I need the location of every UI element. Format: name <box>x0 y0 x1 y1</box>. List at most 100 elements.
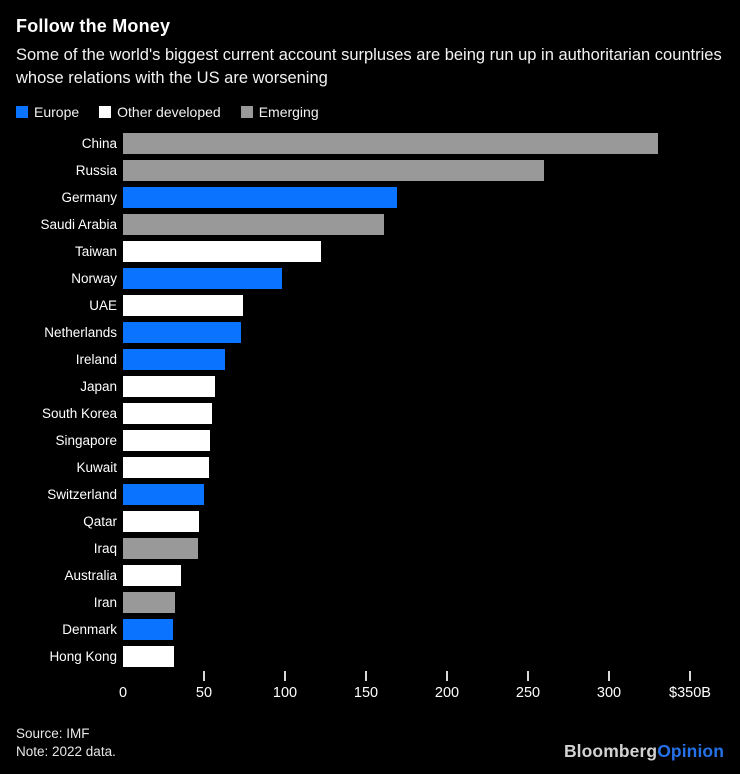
axis-tick-label: 250 <box>515 684 541 701</box>
bar-track <box>123 618 690 640</box>
country-label: Iran <box>93 594 117 610</box>
bar-chart: China Russia Germany Saudi Arabia Taiwan Norw… <box>16 132 740 705</box>
bar-track <box>123 186 690 208</box>
axis-tick <box>446 670 448 681</box>
bar-row-south-korea: South Korea <box>16 402 690 424</box>
bar-row-netherlands: Netherlands <box>16 321 690 343</box>
bar-netherlands <box>123 321 242 343</box>
bar-saudi-arabia <box>123 213 384 235</box>
footer: Source: IMF Note: 2022 data. BloombergOp… <box>16 725 724 762</box>
bar-china <box>123 132 658 154</box>
bar-track <box>123 321 690 343</box>
bar-row-china: China <box>16 132 690 154</box>
country-label: Singapore <box>55 432 117 448</box>
bar-track <box>123 537 690 559</box>
bar-row-russia: Russia <box>16 159 690 181</box>
axis-tick-label: 50 <box>195 684 213 701</box>
bar-row-kuwait: Kuwait <box>16 456 690 478</box>
bar-row-hong-kong: Hong Kong <box>16 645 690 667</box>
axis-tick <box>527 670 529 681</box>
legend-label: Emerging <box>258 103 319 120</box>
country-label: Kuwait <box>76 459 117 475</box>
bar-hong-kong <box>123 645 175 667</box>
bar-track <box>123 375 690 397</box>
bar-switzerland <box>123 483 204 505</box>
axis-tick-label: 200 <box>434 684 460 701</box>
legend: Europe Other developed Emerging <box>16 104 740 120</box>
bar-germany <box>123 186 397 208</box>
legend-label: Other developed <box>117 103 221 120</box>
bar-kuwait <box>123 456 209 478</box>
bar-row-qatar: Qatar <box>16 510 690 532</box>
bar-track <box>123 402 690 424</box>
bar-row-australia: Australia <box>16 564 690 586</box>
country-label: Iraq <box>93 540 117 556</box>
bar-track <box>123 591 690 613</box>
country-label: Netherlands <box>44 324 117 340</box>
bar-qatar <box>123 510 200 532</box>
country-label: Norway <box>71 270 117 286</box>
country-label: Qatar <box>83 513 117 529</box>
country-label: Denmark <box>62 621 117 637</box>
bar-denmark <box>123 618 174 640</box>
country-label: Australia <box>64 567 117 583</box>
bar-row-singapore: Singapore <box>16 429 690 451</box>
legend-item-europe: Europe <box>16 104 79 120</box>
country-label: Germany <box>61 189 117 205</box>
bar-norway <box>123 267 282 289</box>
bar-south-korea <box>123 402 213 424</box>
country-label: China <box>81 135 117 151</box>
axis-tick-label: 0 <box>118 684 128 701</box>
country-label: UAE <box>89 297 117 313</box>
axis-tick <box>608 670 610 681</box>
bar-iraq <box>123 537 198 559</box>
bar-row-norway: Norway <box>16 267 690 289</box>
country-label: South Korea <box>41 405 117 421</box>
axis-tick-label: $350B <box>669 684 711 701</box>
bar-row-japan: Japan <box>16 375 690 397</box>
logo-bloomberg: Bloomberg <box>563 741 658 761</box>
axis-spacer <box>16 671 117 705</box>
bar-track <box>123 213 690 235</box>
country-label: Saudi Arabia <box>40 216 117 232</box>
country-label: Russia <box>75 162 117 178</box>
bar-track <box>123 510 690 532</box>
bar-singapore <box>123 429 211 451</box>
bar-track <box>123 645 690 667</box>
bar-uae <box>123 294 243 316</box>
bar-row-ireland: Ireland <box>16 348 690 370</box>
note-text: Note: 2022 data. <box>16 744 116 760</box>
country-label: Hong Kong <box>49 648 117 664</box>
bar-taiwan <box>123 240 321 262</box>
country-label: Taiwan <box>74 243 117 259</box>
legend-swatch-icon <box>16 105 28 118</box>
bar-track <box>123 483 690 505</box>
bar-row-denmark: Denmark <box>16 618 690 640</box>
chart-subtitle: Some of the world's biggest current acco… <box>16 46 722 88</box>
legend-item-emerging: Emerging <box>240 103 319 120</box>
bar-row-germany: Germany <box>16 186 690 208</box>
bar-track <box>123 564 690 586</box>
country-label: Japan <box>80 378 117 394</box>
bar-australia <box>123 564 182 586</box>
country-label: Ireland <box>75 351 117 367</box>
logo-opinion: Opinion <box>657 741 724 761</box>
bar-row-iran: Iran <box>16 591 690 613</box>
axis-tick <box>284 670 286 681</box>
bar-rows: China Russia Germany Saudi Arabia Taiwan Norw… <box>16 132 690 667</box>
bar-track <box>123 294 690 316</box>
bar-iran <box>123 591 175 613</box>
bar-row-saudi-arabia: Saudi Arabia <box>16 213 690 235</box>
bar-row-taiwan: Taiwan <box>16 240 690 262</box>
legend-item-other-developed: Other developed <box>99 104 221 120</box>
bar-ireland <box>123 348 226 370</box>
bar-track <box>123 132 690 154</box>
axis-tick-label: 300 <box>596 684 622 701</box>
bar-japan <box>123 375 216 397</box>
country-label: Switzerland <box>47 486 117 502</box>
bar-row-switzerland: Switzerland <box>16 483 690 505</box>
axis-tick <box>689 670 691 681</box>
bar-row-uae: UAE <box>16 294 690 316</box>
chart-title: Follow the Money <box>16 16 171 36</box>
